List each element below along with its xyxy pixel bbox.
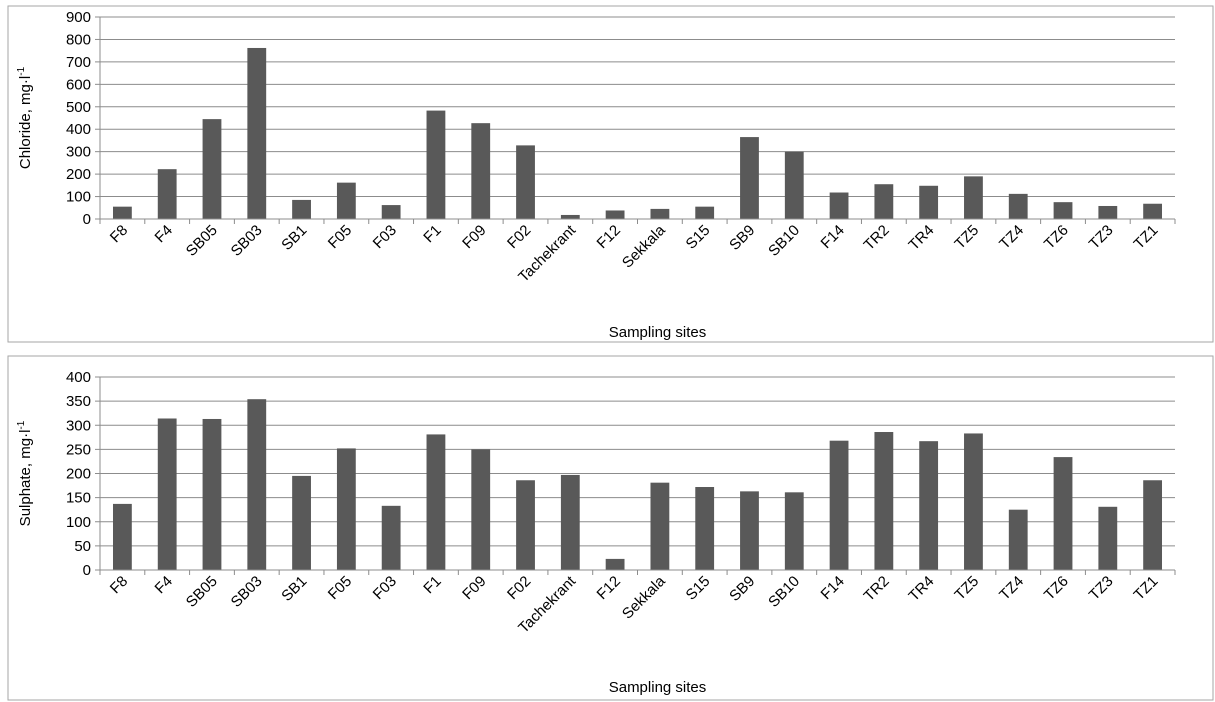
bar-tz4 [1008, 509, 1028, 570]
y-tick-label: 150 [66, 490, 91, 507]
bar-f8 [112, 206, 132, 219]
bar-tz3 [1098, 205, 1118, 219]
bar-sb05 [202, 119, 222, 219]
bar-tr2 [874, 432, 894, 570]
bar-tz6 [1053, 202, 1073, 219]
bar-sekkala [650, 482, 670, 570]
x-axis-title: Sampling sites [609, 679, 707, 696]
y-tick-label: 300 [66, 144, 91, 161]
y-tick-label: 0 [83, 562, 91, 579]
y-tick-label: 400 [66, 121, 91, 138]
bar-f09 [471, 123, 491, 219]
bar-tz1 [1143, 480, 1163, 570]
bar-sb1 [292, 475, 311, 570]
y-tick-label: 250 [66, 441, 91, 458]
bar-s15 [695, 487, 715, 570]
y-tick-label: 900 [66, 9, 91, 26]
y-tick-label: 350 [66, 393, 91, 410]
bar-sb1 [292, 199, 311, 219]
y-tick-label: 700 [66, 54, 91, 71]
y-tick-label: 100 [66, 514, 91, 531]
bar-f4 [157, 418, 177, 570]
bar-sb10 [784, 151, 804, 219]
bar-f02 [516, 145, 535, 219]
bar-sb9 [740, 137, 759, 219]
y-tick-label: 400 [66, 369, 91, 386]
bar-f03 [381, 205, 401, 219]
bar-tz3 [1098, 506, 1118, 570]
y-tick-label: 200 [66, 166, 91, 183]
y-tick-label: 800 [66, 31, 91, 48]
bar-s15 [695, 206, 715, 219]
chart-border [7, 355, 1214, 701]
y-tick-label: 600 [66, 76, 91, 93]
bar-sb05 [202, 418, 222, 570]
y-tick-label: 500 [66, 99, 91, 116]
bar-tr4 [919, 441, 939, 570]
bar-f05 [336, 182, 356, 219]
chloride-chart-panel: 0 100 200 300 400 500 600 700 800 900 F8 F4 SB05 SB03… [0, 0, 1215, 345]
bar-sb10 [784, 492, 804, 570]
bar-tr4 [919, 185, 939, 219]
y-tick-label: 50 [74, 538, 91, 555]
bar-tachekrant [560, 214, 580, 219]
bar-sekkala [650, 208, 670, 219]
bar-f09 [471, 449, 491, 570]
bar-sb03 [247, 399, 267, 570]
bar-f03 [381, 505, 401, 570]
sulphate-chart-panel: 0 50 100 150 200 250 300 350 400 F8 F4 SB05 SB03 SB1 F… [0, 352, 1215, 702]
y-tick-label: 200 [66, 466, 91, 483]
y-axis-title: Sulphate, mg·l-1 [16, 420, 34, 526]
bar-tachekrant [560, 474, 580, 570]
y-axis-title: Chloride, mg·l-1 [16, 66, 34, 169]
bar-tr2 [874, 184, 894, 219]
bar-f14 [829, 192, 849, 219]
bar-f8 [112, 503, 132, 570]
bar-f4 [157, 169, 177, 219]
bar-f14 [829, 440, 849, 570]
x-axis-title: Sampling sites [609, 324, 707, 341]
bar-sb03 [247, 47, 267, 220]
bar-f1 [426, 110, 446, 219]
bar-f12 [605, 210, 625, 219]
bar-tz5 [964, 176, 983, 219]
bar-tz5 [964, 433, 983, 570]
bar-tz1 [1143, 203, 1163, 219]
bar-tz6 [1053, 457, 1073, 570]
y-tick-label: 100 [66, 189, 91, 206]
bar-sb9 [740, 491, 759, 570]
y-tick-label: 300 [66, 417, 91, 434]
bar-tz4 [1008, 193, 1028, 219]
bar-f05 [336, 448, 356, 570]
bar-f1 [426, 434, 446, 570]
y-tick-label: 0 [83, 211, 91, 228]
bar-f02 [516, 480, 535, 570]
bar-f12 [605, 558, 625, 570]
